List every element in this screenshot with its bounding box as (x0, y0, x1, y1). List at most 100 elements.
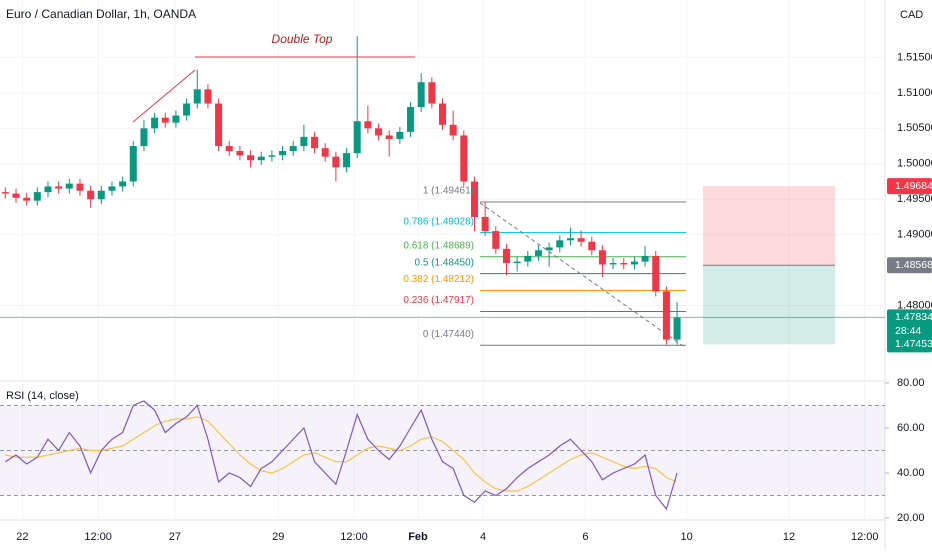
y-tick-label: 1.49500 (897, 193, 932, 205)
candle-body (662, 291, 670, 340)
y-tick-label: 1.49000 (897, 229, 932, 241)
candle-body (279, 151, 287, 156)
last-price-badge: 1.47834 (895, 311, 932, 323)
plot-layer (0, 0, 885, 520)
y-tick-label: 1.48000 (897, 299, 932, 311)
candle-body (289, 146, 297, 152)
candle-body (630, 261, 638, 265)
fib-label: 0.236 (1.47917) (403, 295, 474, 306)
candle-body (129, 146, 137, 182)
target-badge-bg (887, 336, 932, 353)
candle-body (641, 255, 649, 262)
candle-body (172, 115, 180, 123)
fib-label: 0.618 (1.48689) (403, 240, 474, 251)
candle-body (108, 186, 116, 191)
rsi-tick-label: 80.00 (897, 377, 925, 389)
currency: CAD (900, 9, 923, 21)
stop-badge: 1.49684 (895, 180, 932, 192)
last-price-badge-bg (887, 309, 932, 340)
x-tick-label: 12 (783, 531, 795, 543)
candle-body (545, 247, 553, 251)
candle-body (33, 192, 41, 201)
fib-label: 0.786 (1.49028) (403, 216, 474, 227)
stop-zone (703, 186, 835, 266)
annotation: Double Top (272, 32, 333, 46)
candle-body (119, 181, 127, 187)
entry-badge-bg (887, 257, 932, 274)
rsi-line (5, 400, 678, 511)
candle-body (193, 89, 201, 104)
candle-body (385, 135, 393, 139)
candle-body (44, 186, 52, 193)
candle-body (396, 131, 404, 139)
candle-body (407, 107, 415, 132)
x-tick-label: 12:00 (340, 531, 368, 543)
candle-body (97, 190, 105, 200)
candle-body (65, 183, 73, 189)
candle-body (470, 181, 478, 217)
candle-body (375, 128, 383, 136)
candle-body (12, 193, 20, 198)
fib-label: 0.382 (1.48212) (403, 274, 474, 285)
candle-body (460, 135, 468, 182)
stop-badge-bg (887, 178, 932, 195)
rsi-title: RSI (14, close) (6, 390, 79, 402)
entry-badge: 1.48568 (895, 259, 932, 271)
candle-body (620, 263, 628, 265)
candle-body (652, 255, 660, 292)
fib-label: 0 (1.47440) (423, 329, 474, 340)
candle-body (87, 190, 95, 200)
candle-body (566, 238, 574, 241)
y-tick-label: 1.50000 (897, 158, 932, 170)
candle-body (556, 240, 564, 248)
candle-body (417, 82, 425, 108)
candle-body (268, 155, 276, 157)
candle-body (609, 263, 617, 265)
candle-body (23, 197, 31, 201)
fib-label: 1 (1.49461) (423, 186, 474, 197)
rsi-tick-label: 40.00 (897, 467, 925, 479)
target-badge: 1.47453 (895, 338, 932, 350)
target-zone (703, 265, 835, 345)
x-tick-label: 29 (272, 531, 284, 543)
candle-body (513, 261, 521, 264)
candle-body (534, 250, 542, 256)
candle-body (502, 248, 510, 264)
fib-label: 0.5 (1.48450) (415, 257, 475, 268)
x-tick-label: 10 (681, 531, 693, 543)
candle-body (598, 250, 606, 265)
candle-body (236, 151, 244, 156)
candle-body (364, 121, 372, 129)
y-tick-label: 1.51000 (897, 87, 932, 99)
candle-body (673, 317, 681, 340)
x-tick-label: 22 (16, 531, 28, 543)
x-tick-label: 6 (582, 531, 588, 543)
candle-body (183, 103, 191, 116)
candle-body (257, 156, 265, 161)
candle-body (428, 82, 436, 104)
candle-body (151, 117, 159, 129)
candle-body (76, 183, 84, 191)
candle-body (140, 128, 148, 147)
y-tick-label: 1.50500 (897, 122, 932, 134)
x-tick-label: Feb (408, 531, 428, 543)
candle-body (343, 153, 351, 168)
candle-body (161, 117, 169, 123)
rsi-tick-label: 20.00 (897, 512, 925, 524)
x-tick-label: 27 (169, 531, 181, 543)
candle-body (300, 136, 308, 147)
candle-body (215, 103, 223, 147)
candle-body (492, 231, 500, 249)
candle-body (449, 124, 457, 136)
candle-body (588, 241, 596, 251)
x-tick-label: 12:00 (851, 531, 879, 543)
candle-body (353, 121, 361, 154)
rsi-tick-label: 60.00 (897, 422, 925, 434)
candle-body (55, 186, 63, 189)
trend-line (132, 69, 196, 123)
candle-body (225, 146, 233, 152)
candle-body (524, 255, 532, 262)
candle-body (321, 148, 329, 157)
candle-body (311, 136, 319, 149)
